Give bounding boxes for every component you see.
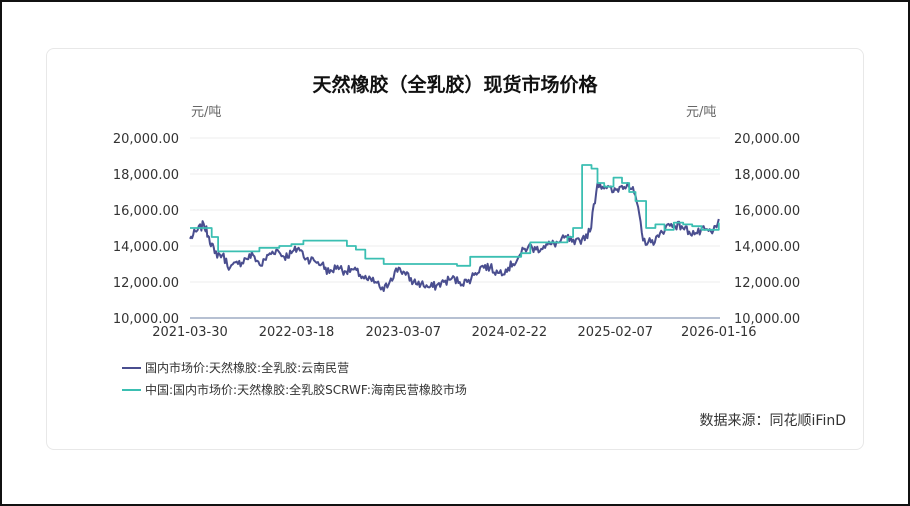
series-line-2 [190, 164, 720, 267]
series-line-1 [189, 182, 720, 292]
series-lines [189, 164, 720, 292]
x-tick-label: 2024-02-22 [472, 325, 548, 340]
chart-title: 天然橡胶（全乳胶）现货市场价格 [312, 73, 598, 96]
x-tick-label: 2022-03-18 [259, 325, 335, 340]
y-unit-right: 元/吨 [686, 105, 716, 120]
data-source-note: 数据来源：同花顺iFinD [700, 413, 846, 429]
x-tick-label: 2026-01-16 [681, 325, 757, 340]
x-tick-label: 2023-03-07 [365, 325, 441, 340]
y-tick-label-left: 18,000.00 [113, 168, 179, 183]
y-unit-left: 元/吨 [191, 105, 221, 120]
x-tick-label: 2025-02-07 [578, 325, 654, 340]
x-axis: 2021-03-30 2022-03-18 2023-03-07 2024-02-22… [152, 325, 756, 340]
x-tick-label: 2021-03-30 [152, 325, 228, 340]
y-axis-right: 20,000.00 18,000.00 16,000.00 14,000.00 12,0… [734, 132, 800, 327]
y-tick-label-left: 10,000.00 [113, 312, 179, 327]
y-tick-label-left: 14,000.00 [113, 240, 179, 255]
y-tick-label-right: 20,000.00 [734, 132, 800, 147]
y-tick-label-left: 20,000.00 [113, 132, 179, 147]
y-tick-label-right: 12,000.00 [734, 276, 800, 291]
y-axis-left: 20,000.00 18,000.00 16,000.00 14,000.00 12,0… [113, 132, 179, 327]
legend-label-series-2: 中国:国内市场价:天然橡胶:全乳胶SCRWF:海南民营橡胶市场 [145, 382, 467, 397]
y-tick-label-left: 12,000.00 [113, 276, 179, 291]
y-tick-label-right: 16,000.00 [734, 204, 800, 219]
y-tick-label-left: 16,000.00 [113, 204, 179, 219]
y-tick-label-right: 18,000.00 [734, 168, 800, 183]
chart-card [46, 48, 864, 450]
y-tick-label-right: 14,000.00 [734, 240, 800, 255]
legend-label-series-1: 国内市场价:天然橡胶:全乳胶:云南民营 [145, 360, 349, 375]
legend: 国内市场价:天然橡胶:全乳胶:云南民营 中国:国内市场价:天然橡胶:全乳胶SCR… [122, 360, 467, 397]
y-tick-label-right: 10,000.00 [734, 312, 800, 327]
